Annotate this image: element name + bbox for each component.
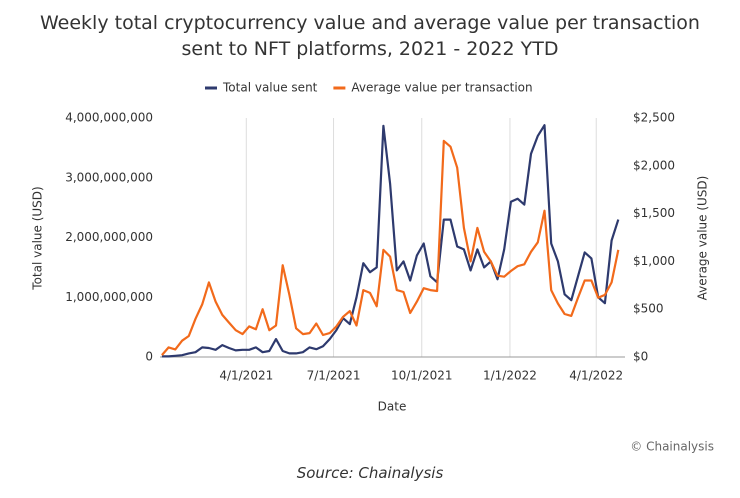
legend-label: Total value sent (222, 81, 318, 95)
y-tick-label: 2,000,000,000 (65, 230, 153, 244)
watermark: © Chainalysis (630, 440, 714, 454)
source: Source: Chainalysis (296, 464, 444, 482)
y-tick-label: 0 (145, 350, 153, 364)
legend-label: Average value per transaction (351, 81, 532, 95)
x-axis-label: Date (378, 400, 407, 414)
x-tick-label: 7/1/2021 (307, 369, 361, 383)
x-tick-label: 10/1/2021 (391, 369, 453, 383)
x-tick-label: 4/1/2021 (219, 369, 273, 383)
y2-axis-label: Average value (USD) (696, 176, 710, 301)
x-tick-label: 1/1/2022 (483, 369, 537, 383)
line (161, 139, 620, 356)
y2-tick-label: $1,500 (633, 206, 675, 220)
y-tick-label: 1,000,000,000 (65, 290, 153, 304)
y2-tick-label: $500 (633, 302, 664, 316)
y-tick-label: 4,000,000,000 (65, 111, 153, 125)
chart: Date Total value (USD) Average value (US… (31, 81, 715, 454)
y-tick-label: 3,000,000,000 (65, 170, 153, 184)
x-tick-label: 4/1/2022 (569, 369, 623, 383)
y2-tick-label: $2,000 (633, 158, 675, 172)
y2-tick-label: $1,000 (633, 254, 675, 268)
y2-tick-label: $0 (633, 350, 648, 364)
chart-title: Weekly total cryptocurrency value and av… (40, 12, 700, 60)
line (161, 124, 620, 358)
y2-tick-label: $2,500 (633, 111, 675, 125)
y-axis-label: Total value (USD) (31, 186, 45, 290)
